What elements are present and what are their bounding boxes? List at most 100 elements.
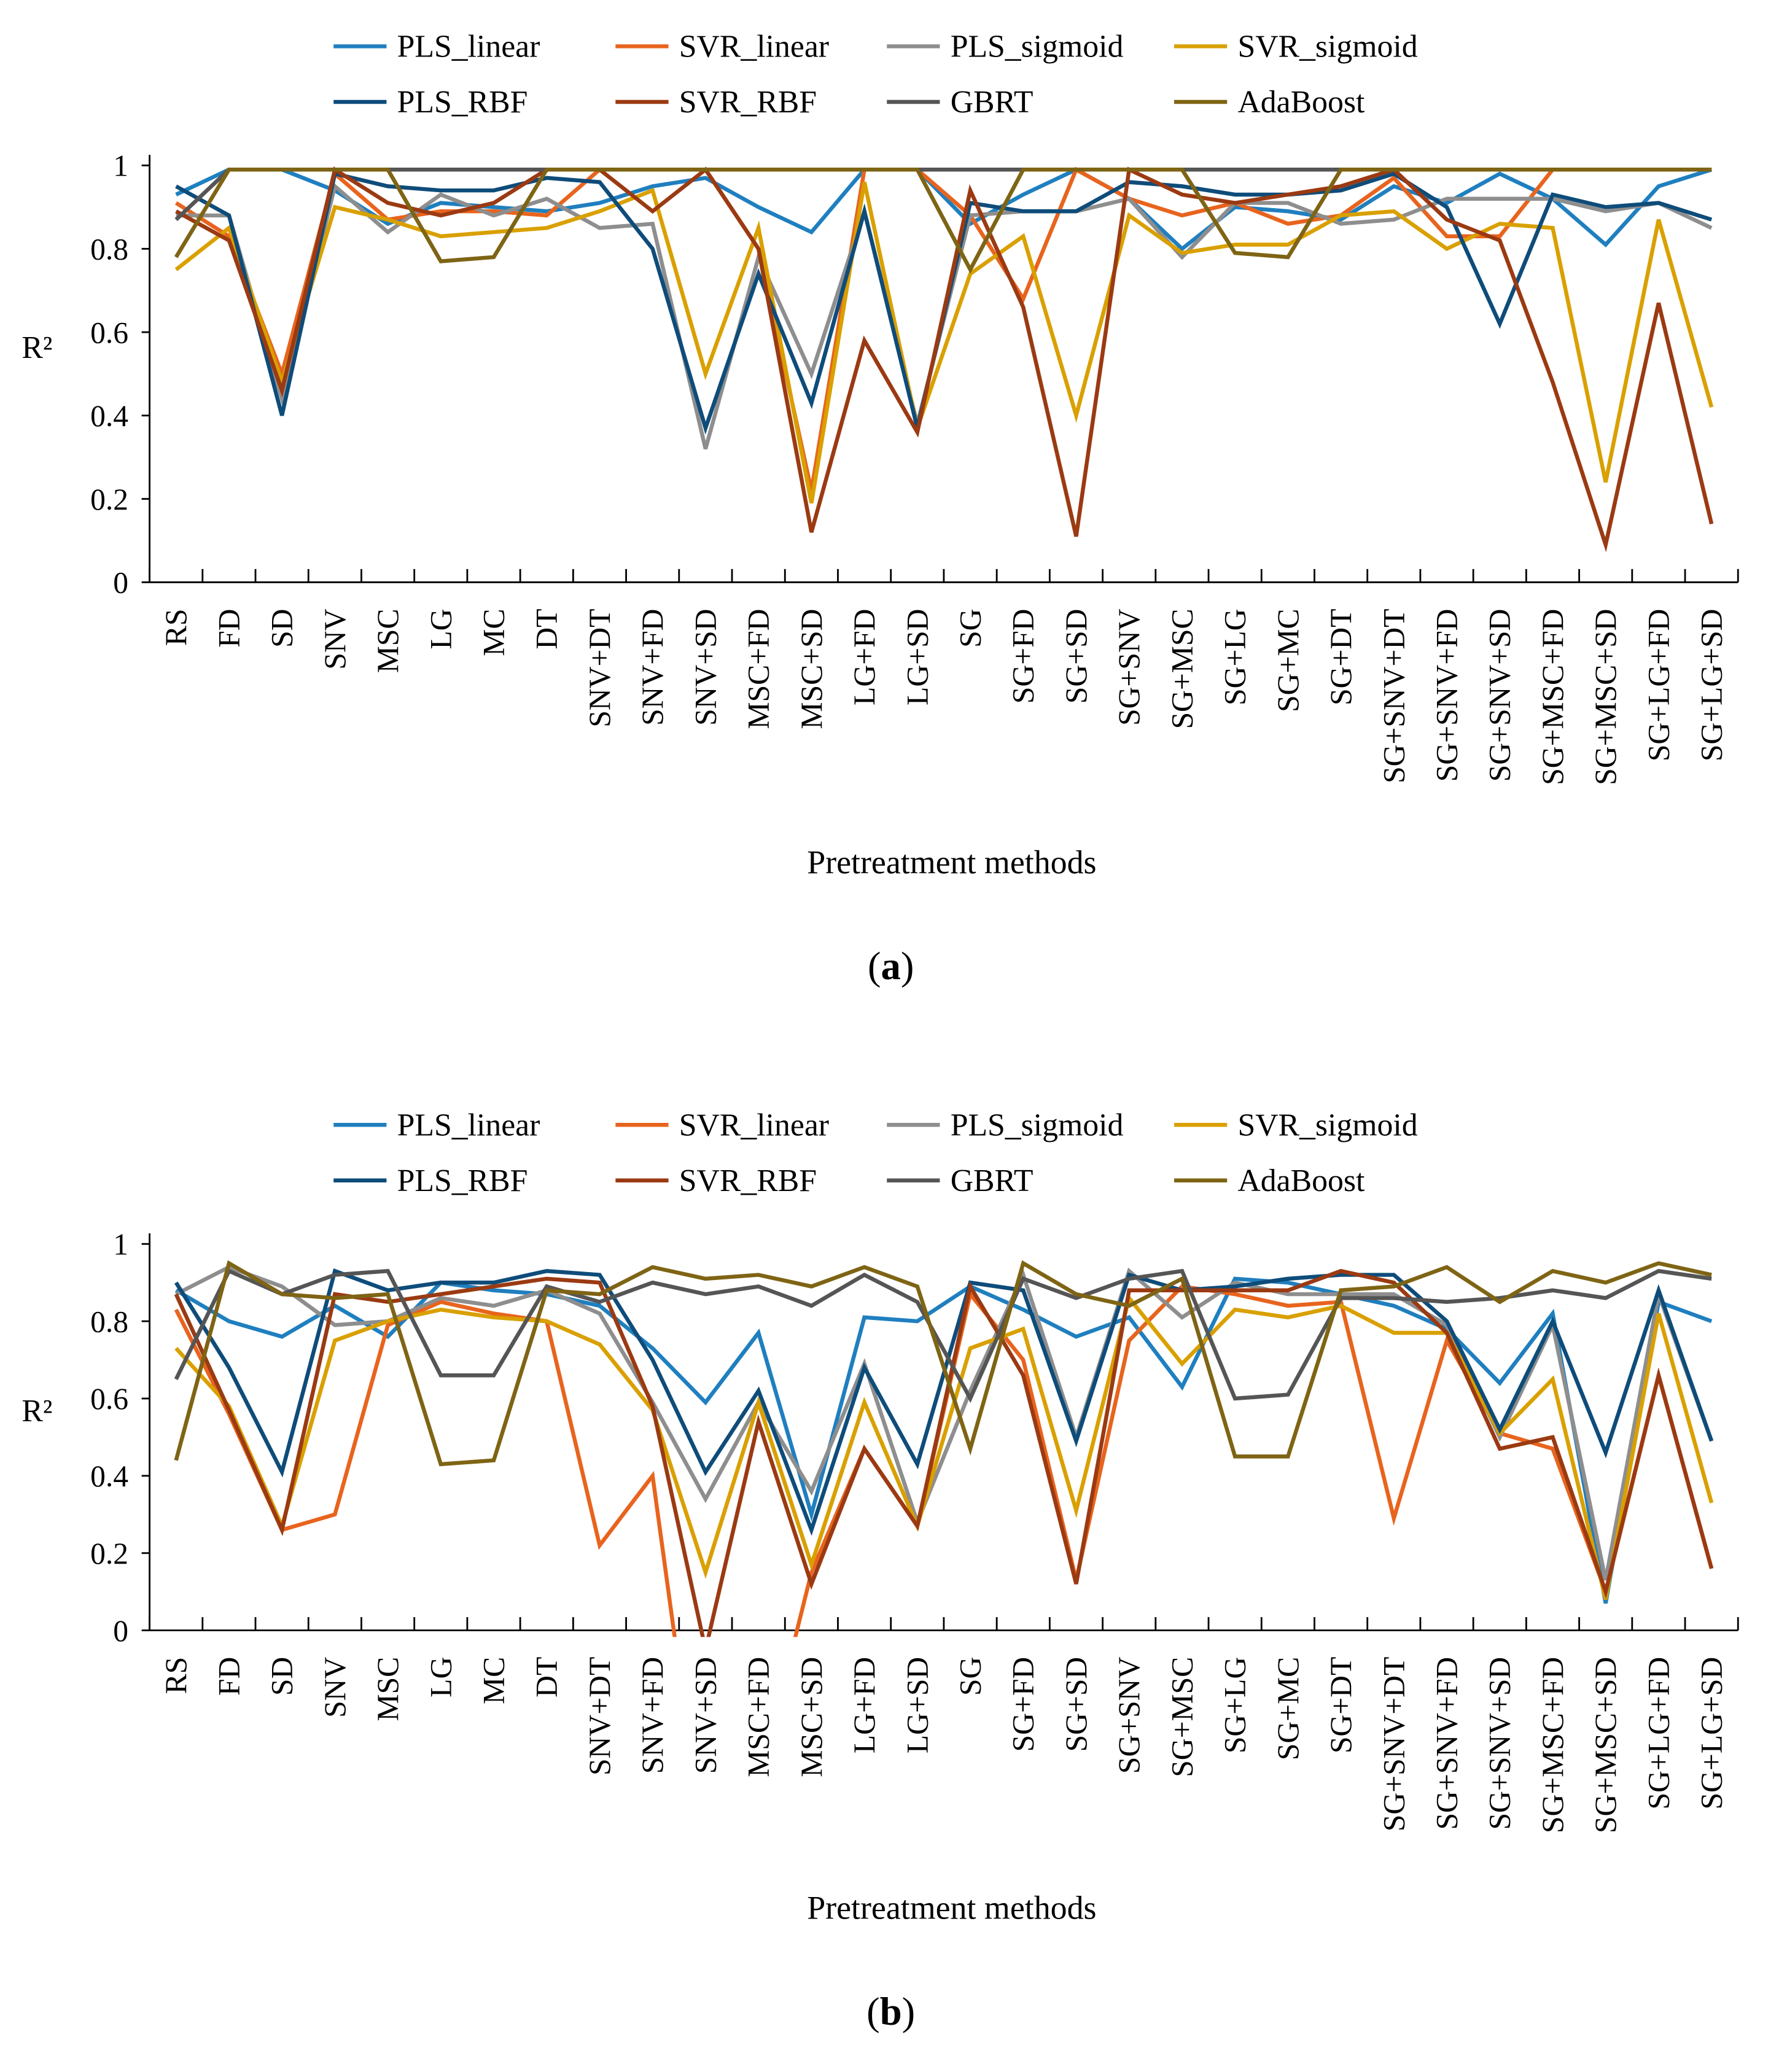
legend-label: GBRT — [951, 1163, 1034, 1198]
x-tick-label: SG+LG+SD — [1695, 1657, 1729, 1810]
x-tick-label: SG+LG+FD — [1641, 1657, 1675, 1810]
x-tick-label: SNV+SD — [688, 609, 722, 726]
y-tick-label: 0.2 — [90, 1537, 128, 1570]
x-tick-label: RS — [159, 1657, 193, 1694]
x-tick-label: SG+MSC+FD — [1536, 609, 1570, 785]
chart-panel-a: PLS_linear SVR_linear PLS_sigmoid SVR_sigmo… — [21, 29, 1739, 988]
x-tick-label: SG+SNV+FD — [1430, 609, 1464, 782]
x-tick-label: SG+SD — [1059, 1657, 1093, 1752]
x-tick-label: SG+DT — [1324, 1657, 1358, 1753]
panel-label-letter: b — [880, 1989, 902, 2033]
series-group — [174, 166, 1714, 553]
legend-label: PLS_sigmoid — [951, 1108, 1124, 1143]
x-tick-label: SG+DT — [1324, 609, 1358, 705]
x-tick-label: RS — [159, 609, 193, 646]
x-tick-label: MSC+FD — [742, 609, 776, 729]
x-tick-label: SG+SNV+FD — [1430, 1657, 1464, 1830]
x-tick-label: SG+MSC — [1165, 609, 1199, 729]
series-line — [174, 1268, 1714, 1637]
legend-label: SVR_linear — [679, 29, 829, 64]
legend-label: SVR_sigmoid — [1237, 1108, 1417, 1143]
x-tick-label: SG+MC — [1271, 609, 1305, 712]
series-line — [174, 1294, 1714, 1601]
x-tick-label: LG+FD — [847, 1657, 881, 1753]
x-tick-label: MSC+SD — [795, 1657, 828, 1777]
series-line — [174, 1260, 1712, 1467]
x-tick-label: SG+SNV — [1112, 1657, 1146, 1774]
series-line — [175, 166, 1714, 553]
legend-label: SVR_RBF — [679, 85, 817, 120]
series-line — [174, 181, 1714, 504]
y-axis-label: R² — [21, 1394, 52, 1429]
x-tick-label: SG+LG+SD — [1695, 609, 1729, 762]
x-tick-label: SG — [954, 609, 987, 648]
y-tick-label: 1 — [113, 1227, 128, 1261]
x-axis-label: Pretreatment methods — [807, 1890, 1096, 1926]
legend-label: PLS_RBF — [397, 1163, 528, 1198]
x-tick-label: SG+LG+FD — [1641, 609, 1675, 762]
panel-label-letter: a — [881, 944, 901, 988]
legend-label: SVR_RBF — [679, 1163, 817, 1198]
x-tick-label: FD — [212, 1657, 246, 1696]
x-tick-label: DT — [530, 1657, 564, 1698]
series-line — [175, 1265, 1714, 1581]
x-tick-label: SG+SNV+DT — [1377, 1657, 1411, 1831]
x-tick-label: SG+LG — [1218, 1657, 1252, 1753]
series-line — [175, 171, 1713, 435]
x-tick-label: SG+MSC+FD — [1536, 1657, 1570, 1833]
legend-label: SVR_linear — [679, 1108, 829, 1143]
legend-label: AdaBoost — [1237, 1163, 1365, 1198]
x-tick-label: SG — [954, 1657, 987, 1696]
x-tick-label: MC — [477, 609, 511, 656]
x-tick-label: MSC+FD — [742, 1657, 776, 1777]
x-tick-label: SG+MC — [1271, 1657, 1305, 1760]
x-tick-label: SG+SNV+SD — [1483, 1657, 1517, 1830]
x-tick-label: DT — [530, 609, 564, 650]
x-tick-label: SG+FD — [1006, 609, 1040, 704]
x-tick-label: SNV — [318, 608, 352, 669]
panel-label-open: ( — [868, 944, 881, 988]
x-tick-label: SNV+DT — [583, 609, 617, 728]
x-tick-label: SG+MSC+SD — [1589, 609, 1622, 785]
panel-label-open: ( — [866, 1989, 880, 2033]
legend-label: PLS_RBF — [397, 85, 528, 120]
y-tick-label: 0 — [113, 1614, 128, 1648]
y-tick-label: 0.2 — [90, 483, 128, 516]
x-tick-label: SG+MSC — [1165, 1657, 1199, 1777]
x-tick-label: MSC+SD — [795, 609, 828, 729]
chart-panel-b: PLS_linear SVR_linear PLS_sigmoid SVR_sigmo… — [21, 1108, 1739, 2033]
x-tick-label: SD — [265, 609, 299, 648]
legend-label: SVR_sigmoid — [1237, 29, 1417, 64]
x-tick-label: SG+FD — [1006, 1657, 1040, 1752]
legend-label: PLS_linear — [397, 29, 540, 64]
y-tick-label: 1 — [113, 149, 128, 183]
x-tick-label: SNV — [318, 1657, 352, 1718]
x-tick-label: SG+SNV+SD — [1483, 609, 1517, 782]
x-tick-label: SNV+FD — [636, 1657, 669, 1774]
legend-label: AdaBoost — [1237, 85, 1365, 120]
y-tick-label: 0.6 — [90, 316, 128, 349]
y-tick-label: 0.4 — [90, 1459, 128, 1493]
series-group — [174, 1260, 1714, 1637]
panel-label: (a) — [868, 944, 914, 988]
y-tick-label: 0.8 — [90, 1305, 128, 1338]
x-tick-label: SNV+SD — [688, 1657, 722, 1774]
panel-label-close: ) — [901, 944, 914, 988]
legend-label: PLS_sigmoid — [951, 29, 1124, 64]
x-tick-label: LG+SD — [900, 1657, 934, 1753]
x-tick-label: SG+SNV — [1112, 608, 1146, 726]
x-tick-label: SG+MSC+SD — [1589, 1657, 1622, 1833]
y-tick-label: 0.8 — [90, 232, 128, 266]
x-tick-label: LG+FD — [847, 609, 881, 705]
x-tick-label: LG — [424, 1657, 457, 1698]
x-tick-label: LG+SD — [900, 609, 934, 705]
x-tick-label: SG+SNV+DT — [1377, 609, 1411, 783]
panel-label: (b) — [866, 1989, 915, 2033]
y-axis-label: R² — [21, 330, 52, 365]
x-tick-label: LG — [424, 609, 457, 650]
x-tick-label: SNV+DT — [583, 1657, 617, 1775]
legend-label: GBRT — [951, 85, 1034, 120]
x-tick-label: SNV+FD — [636, 609, 669, 726]
x-tick-label: SG+LG — [1218, 609, 1252, 705]
